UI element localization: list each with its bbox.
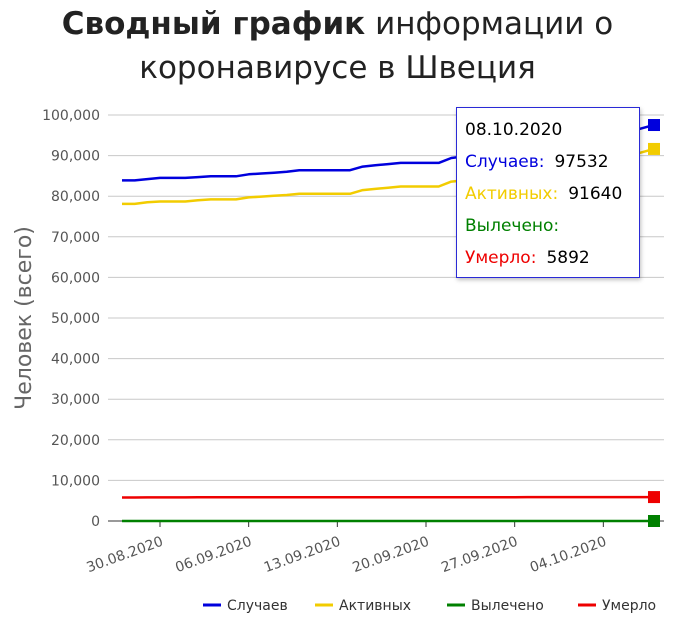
tooltip-active-label: Активных: <box>465 184 559 204</box>
legend-label-cases: Случаев <box>227 598 288 614</box>
title-bold: Сводный график <box>61 6 366 42</box>
x-tick-label: 20.09.2020 <box>351 534 432 576</box>
x-tick-label: 30.08.2020 <box>85 534 166 576</box>
series-end-markers <box>648 119 660 527</box>
y-tick-label: 50,000 <box>51 311 100 327</box>
legend: Случаев Активных Вылечено Умерло <box>203 598 656 614</box>
y-tick-label: 40,000 <box>51 352 100 368</box>
end-marker-cases <box>648 119 660 132</box>
y-tick-label: 30,000 <box>51 392 100 408</box>
title-line-1: Сводный график информации о <box>0 2 675 46</box>
tooltip-recovered-row: Вылечено: <box>465 216 569 236</box>
tooltip-active-value: 91640 <box>568 184 623 204</box>
y-tick-label: 70,000 <box>51 230 100 246</box>
chart-title: Сводный график информации о коронавирусе… <box>0 2 675 90</box>
y-tick-labels: 0 10,000 20,000 30,000 40,000 50,000 60,000 70,… <box>42 108 100 530</box>
x-tick-label: 13.09.2020 <box>262 534 343 576</box>
legend-label-recovered: Вылечено <box>471 598 544 614</box>
tooltip-cases-label: Случаев: <box>465 152 545 172</box>
y-tick-label: 20,000 <box>51 433 100 449</box>
tooltip-deaths-row: Умерло: 5892 <box>465 248 590 268</box>
x-tick-labels: 30.08.2020 06.09.2020 13.09.2020 20.09.2020… <box>85 521 609 576</box>
legend-label-active: Активных <box>339 598 411 614</box>
x-tick-label: 04.10.2020 <box>528 534 609 576</box>
y-tick-label: 80,000 <box>51 189 100 205</box>
x-tick-label: 06.09.2020 <box>173 534 254 576</box>
legend-label-deaths: Умерло <box>602 598 656 614</box>
hover-tooltip: 08.10.2020 Случаев: 97532 Активных: 91640 … <box>456 107 640 278</box>
tooltip-active-row: Активных: 91640 <box>465 184 622 204</box>
tooltip-deaths-label: Умерло: <box>465 248 537 268</box>
tooltip-cases-value: 97532 <box>554 152 609 172</box>
y-tick-label: 90,000 <box>51 149 100 165</box>
end-marker-active <box>648 142 660 155</box>
y-tick-label: 10,000 <box>51 473 100 489</box>
grid-lines <box>108 114 664 522</box>
y-axis-label: Человек (всего) <box>12 226 37 410</box>
end-marker-deaths <box>648 491 660 504</box>
title-line-2: коронавирусе в Швеция <box>139 50 536 86</box>
end-marker-recovered <box>648 515 660 527</box>
x-tick-label: 27.09.2020 <box>439 534 520 576</box>
title-rest-1: информации о <box>375 6 614 42</box>
tooltip-date: 08.10.2020 <box>465 120 563 140</box>
y-tick-label: 60,000 <box>51 270 100 286</box>
tooltip-cases-row: Случаев: 97532 <box>465 152 609 172</box>
tooltip-recovered-label: Вылечено: <box>465 216 560 236</box>
y-tick-label: 100,000 <box>42 108 100 124</box>
y-tick-label: 0 <box>91 514 100 530</box>
tooltip-deaths-value: 5892 <box>546 248 590 268</box>
